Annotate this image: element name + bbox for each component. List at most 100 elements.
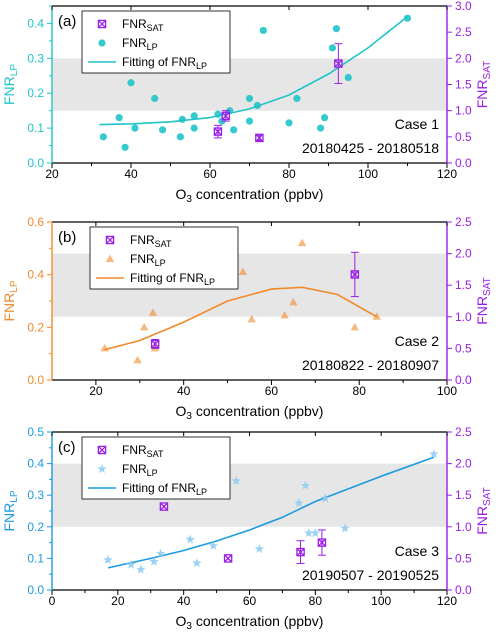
sat-marker-box <box>317 538 327 547</box>
sat-point <box>150 339 160 349</box>
lp-point <box>310 528 321 538</box>
legend-label: FNRSAT <box>130 233 172 249</box>
legend-label: Fitting of FNRLP <box>122 481 207 497</box>
y-left-tick-label: 0.2 <box>27 86 44 100</box>
lp-point <box>280 310 289 319</box>
x-tick-label: 120 <box>437 167 457 181</box>
x-axis-title: O3 concentration (ppbv) <box>176 403 324 422</box>
sat-marker-cross <box>213 127 222 136</box>
y-left-tick-label: 0.2 <box>27 320 44 334</box>
lp-point <box>133 355 142 364</box>
y-left-tick-label: 0.3 <box>27 488 44 502</box>
lp-point <box>247 314 256 323</box>
lp-point <box>293 94 301 103</box>
lp-point <box>190 124 198 132</box>
x-tick-label: 80 <box>309 594 323 608</box>
legend-label: Fitting of FNRLP <box>122 55 207 71</box>
y-right-tick-label: 0.0 <box>455 583 472 597</box>
sat-marker-cross <box>334 59 343 68</box>
panel-label: (b) <box>58 229 76 246</box>
lp-point <box>328 44 337 52</box>
x-tick-label: 60 <box>243 594 257 608</box>
lp-point <box>259 26 267 35</box>
x-tick-label: 0 <box>49 594 56 608</box>
x-tick-label: 100 <box>371 594 391 608</box>
fit-curve <box>107 456 435 569</box>
sat-point <box>221 111 231 121</box>
lp-point <box>344 73 352 82</box>
lp-point <box>332 25 340 33</box>
y-right-tick-label: 1.0 <box>455 310 472 324</box>
sat-point <box>213 127 223 136</box>
y-left-tick-label: 0.0 <box>27 373 44 387</box>
legend-label: FNRSAT <box>122 443 164 459</box>
sat-marker-cross <box>105 235 115 245</box>
y-right-axis-title: FNRSAT <box>474 61 493 109</box>
sat-marker-cross <box>296 548 305 557</box>
y-right-tick-label: 0.0 <box>455 373 472 387</box>
legend-label: FNRSAT <box>122 17 164 33</box>
sat-point <box>223 554 233 563</box>
lp-point <box>139 322 149 331</box>
sat-marker-box <box>255 133 264 143</box>
lp-point <box>297 238 307 247</box>
case-label: Case 1 <box>395 116 440 132</box>
legend-label: Fitting of FNRLP <box>130 271 215 287</box>
lp-point <box>285 119 293 127</box>
sat-marker-cross <box>221 111 230 120</box>
lp-point <box>214 110 222 118</box>
sat-marker-cross <box>151 339 160 349</box>
lp-point <box>99 133 107 141</box>
lp-point <box>176 133 184 141</box>
sat-marker-cross <box>317 538 326 547</box>
y-right-tick-label: 1.0 <box>455 104 472 118</box>
y-right-axis-title: FNRSAT <box>474 277 493 325</box>
x-axis-title: O3 concentration (ppbv) <box>176 613 324 632</box>
sat-marker-box <box>105 235 115 245</box>
legend-label: FNRLP <box>122 36 158 52</box>
panel-label: (c) <box>58 439 76 456</box>
y-left-tick-label: 0.2 <box>27 520 44 534</box>
sat-point <box>255 133 264 143</box>
sat-point <box>159 502 169 511</box>
legend-symbol-sat <box>105 235 115 245</box>
lp-point <box>190 112 198 120</box>
date-range: 20190507 - 20190525 <box>302 567 439 583</box>
y-right-tick-label: 2.5 <box>455 25 472 39</box>
lp-point <box>230 126 238 134</box>
sat-marker-cross <box>159 502 168 511</box>
lp-point <box>148 308 158 316</box>
legend-label: FNRLP <box>130 252 166 268</box>
sat-marker-box <box>97 445 107 455</box>
lp-point <box>136 564 146 574</box>
lp-point <box>192 558 202 568</box>
y-left-axis-title: FNRLP <box>1 280 20 321</box>
y-left-tick-label: 0.1 <box>27 551 44 565</box>
x-tick-label: 100 <box>437 384 457 398</box>
lp-point <box>300 480 311 490</box>
sat-point <box>296 547 305 557</box>
sat-marker-box <box>334 59 343 68</box>
y-right-tick-label: 1.0 <box>455 520 472 534</box>
fit-curve <box>104 286 378 351</box>
y-left-tick-label: 0.0 <box>27 156 44 170</box>
lp-point <box>103 555 113 564</box>
x-tick-label: 120 <box>437 594 457 608</box>
x-tick-label: 20 <box>45 167 59 181</box>
y-left-tick-label: 0.1 <box>27 121 44 135</box>
legend-label: FNRLP <box>122 462 158 478</box>
lp-point <box>294 498 304 508</box>
y-right-tick-label: 1.5 <box>455 488 472 502</box>
case-label: Case 3 <box>395 543 440 559</box>
case-label: Case 2 <box>395 333 440 349</box>
x-axis-title: O3 concentration (ppbv) <box>176 186 324 205</box>
y-right-tick-label: 1.5 <box>455 78 472 92</box>
sat-marker-cross <box>255 133 264 142</box>
lp-point <box>208 540 218 550</box>
y-left-tick-label: 0.3 <box>27 51 44 65</box>
y-left-tick-label: 0.4 <box>27 457 44 471</box>
lp-point <box>151 94 159 103</box>
date-range: 20180425 - 20180518 <box>302 140 439 156</box>
lp-point <box>350 322 360 331</box>
